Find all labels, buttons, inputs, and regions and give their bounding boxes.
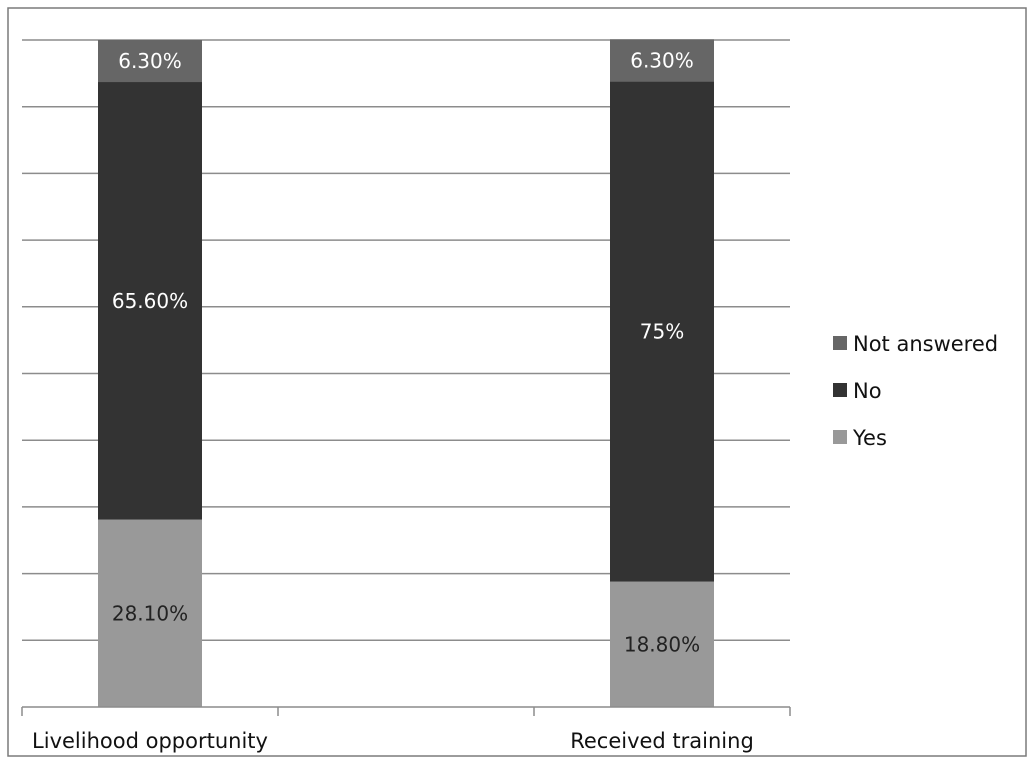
x-tick-label: Received training xyxy=(570,729,754,753)
data-label: 65.60% xyxy=(112,289,188,313)
bar-segment-no xyxy=(610,81,714,582)
data-label: 6.30% xyxy=(630,48,694,72)
legend-swatch xyxy=(833,336,847,350)
bar-segment-no xyxy=(98,82,202,520)
legend-swatch xyxy=(833,383,847,397)
bar-segment-yes xyxy=(610,581,714,707)
bar-segment-not-answered xyxy=(610,39,714,82)
legend-label: Not answered xyxy=(853,332,998,356)
x-axis: Livelihood opportunity Received training xyxy=(21,706,791,753)
data-label: 28.10% xyxy=(112,601,188,625)
legend-label: No xyxy=(853,379,882,403)
bars xyxy=(98,39,714,707)
data-labels: 28.10% 65.60% 6.30% 18.80% 75% 6.30% xyxy=(112,48,700,656)
data-label: 18.80% xyxy=(624,632,700,656)
bar-segment-yes xyxy=(98,519,202,707)
bar-segment-not-answered xyxy=(98,40,202,83)
legend: Not answered No Yes xyxy=(833,332,998,450)
data-label: 75% xyxy=(640,319,684,343)
data-label: 6.30% xyxy=(118,49,182,73)
x-tick-label: Livelihood opportunity xyxy=(32,729,268,753)
legend-swatch xyxy=(833,430,847,444)
legend-label: Yes xyxy=(852,426,887,450)
